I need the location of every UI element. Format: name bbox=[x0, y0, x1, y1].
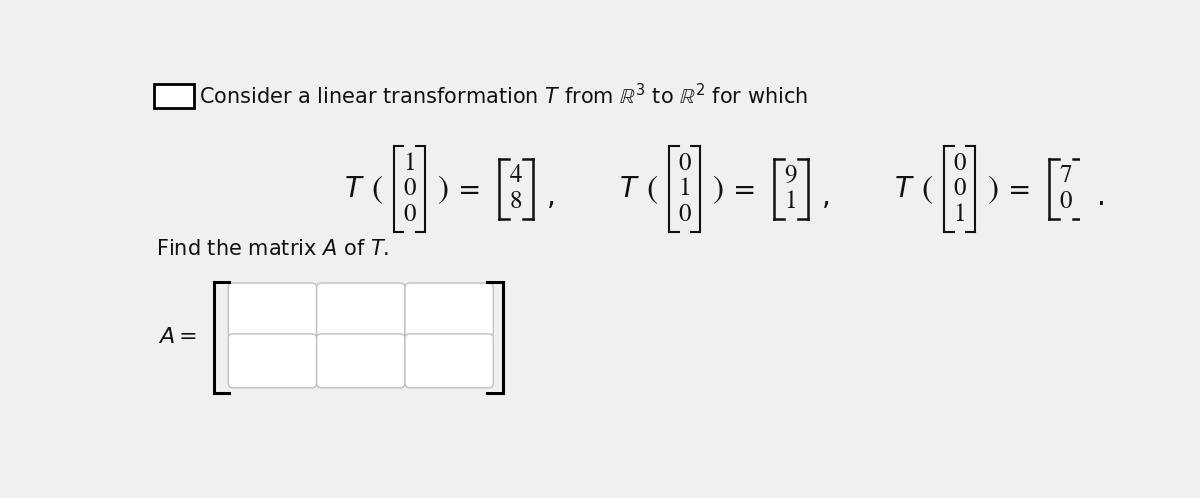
FancyBboxPatch shape bbox=[228, 334, 317, 388]
Text: 0: 0 bbox=[1060, 190, 1073, 214]
Text: $=$: $=$ bbox=[451, 175, 479, 203]
Text: 1: 1 bbox=[403, 152, 416, 176]
Text: 1: 1 bbox=[678, 177, 691, 201]
FancyBboxPatch shape bbox=[317, 334, 404, 388]
FancyBboxPatch shape bbox=[404, 283, 493, 337]
Text: ): ) bbox=[712, 174, 722, 204]
Text: ,: , bbox=[547, 183, 556, 211]
FancyBboxPatch shape bbox=[154, 84, 194, 108]
Text: $=$: $=$ bbox=[1002, 175, 1030, 203]
Text: $T$: $T$ bbox=[343, 175, 365, 203]
Text: 0: 0 bbox=[678, 152, 691, 176]
Text: (: ( bbox=[922, 174, 932, 204]
Text: 0: 0 bbox=[954, 177, 966, 201]
Text: 1: 1 bbox=[954, 203, 966, 227]
Text: 0: 0 bbox=[403, 177, 416, 201]
Text: $A =$: $A =$ bbox=[157, 327, 197, 347]
Text: 7: 7 bbox=[1060, 164, 1073, 188]
Text: 1: 1 bbox=[785, 190, 797, 214]
Text: 0: 0 bbox=[678, 203, 691, 227]
Text: ): ) bbox=[986, 174, 998, 204]
Text: 8: 8 bbox=[510, 190, 522, 214]
Text: (: ( bbox=[372, 174, 383, 204]
Text: $T$: $T$ bbox=[619, 175, 640, 203]
Text: 9: 9 bbox=[785, 164, 797, 188]
Text: 4: 4 bbox=[510, 164, 522, 188]
Text: $=$: $=$ bbox=[727, 175, 755, 203]
FancyBboxPatch shape bbox=[228, 283, 317, 337]
Text: ,: , bbox=[822, 183, 830, 211]
Text: ): ) bbox=[437, 174, 448, 204]
Text: (: ( bbox=[647, 174, 658, 204]
Text: Consider a linear transformation $T$ from $\mathbb{R}^3$ to $\mathbb{R}^2$ for w: Consider a linear transformation $T$ fro… bbox=[199, 83, 808, 108]
Text: $T$: $T$ bbox=[894, 175, 914, 203]
Text: Find the matrix $A$ of $T$.: Find the matrix $A$ of $T$. bbox=[156, 239, 390, 259]
Text: .: . bbox=[1097, 183, 1106, 211]
Text: 0: 0 bbox=[403, 203, 416, 227]
Text: 0: 0 bbox=[954, 152, 966, 176]
FancyBboxPatch shape bbox=[404, 334, 493, 388]
FancyBboxPatch shape bbox=[317, 283, 404, 337]
